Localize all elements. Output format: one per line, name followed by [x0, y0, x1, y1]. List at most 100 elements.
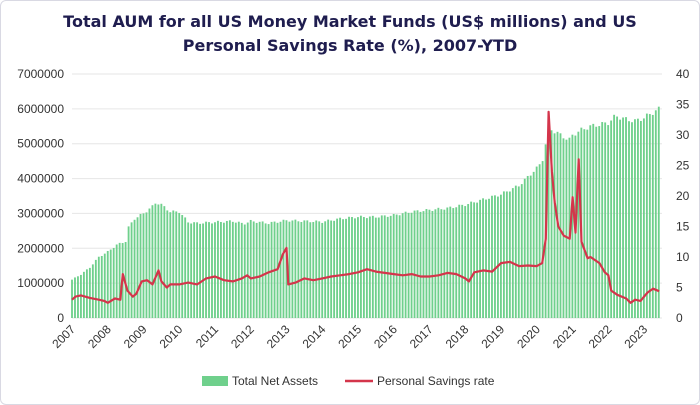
bar	[133, 219, 136, 318]
bar	[419, 211, 422, 318]
bar	[166, 210, 169, 318]
bar	[631, 122, 633, 318]
bar	[529, 175, 532, 318]
bar	[157, 204, 160, 318]
bar	[202, 223, 204, 318]
bar	[142, 213, 145, 318]
bar	[622, 117, 624, 318]
bar	[279, 221, 282, 318]
bar	[222, 222, 225, 318]
y-left-tick-label: 4000000	[17, 172, 64, 186]
bar	[127, 226, 130, 318]
bar	[428, 209, 431, 318]
chart-title: Total AUM for all US Money Market Funds …	[0, 10, 700, 58]
y-axis-left: 0 1000000 2000000 3000000 4000000 5000000 6000…	[17, 67, 64, 325]
bar	[169, 212, 172, 318]
bar	[583, 129, 586, 318]
y-left-tick-label: 1000000	[17, 276, 64, 290]
bar	[479, 199, 481, 318]
x-tick-label: 2018	[443, 322, 472, 351]
bar	[440, 209, 443, 318]
bar	[315, 220, 318, 318]
x-tick-label: 2015	[335, 322, 364, 351]
bar	[645, 113, 648, 319]
bar	[577, 131, 580, 318]
bar	[464, 206, 467, 318]
bar	[401, 213, 404, 318]
bar	[648, 114, 651, 318]
bar	[136, 217, 139, 318]
bar	[148, 208, 151, 318]
bar	[205, 221, 207, 318]
bar	[607, 125, 610, 318]
bar	[651, 114, 654, 318]
bar	[109, 249, 112, 318]
bar	[550, 130, 553, 318]
bar	[178, 212, 181, 318]
x-tick-label: 2011	[193, 322, 221, 350]
x-tick-label: 2016	[371, 322, 400, 351]
bar	[431, 210, 434, 318]
x-tick-label: 2007	[49, 322, 78, 351]
bar	[625, 117, 627, 318]
bar	[425, 209, 428, 318]
bar	[160, 203, 163, 318]
y-right-tick-label: 15	[676, 220, 690, 234]
bar	[282, 219, 285, 318]
bar	[360, 215, 362, 318]
bar	[220, 222, 222, 318]
bar	[637, 118, 639, 318]
y-axis-right: 0 5 10 15 20 25 30 35 40	[676, 67, 690, 325]
y-left-tick-label: 2000000	[17, 241, 64, 255]
bar	[511, 188, 514, 318]
bar	[562, 138, 565, 318]
bar	[106, 250, 109, 318]
bar	[357, 217, 359, 318]
bar	[118, 242, 121, 318]
x-axis: 2007 2008 2009 2010 2011 2012 2013 2014 2015 2016…	[49, 322, 650, 351]
y-right-tick-label: 20	[676, 189, 690, 203]
bar	[94, 259, 97, 318]
bar	[532, 171, 535, 318]
bar	[231, 221, 234, 318]
bar	[82, 271, 85, 318]
bar	[589, 125, 592, 318]
bar	[377, 217, 380, 318]
bar	[342, 219, 344, 318]
legend-label-personal-savings-rate: Personal Savings rate	[377, 374, 495, 388]
bar	[130, 222, 133, 318]
bar	[264, 223, 267, 318]
bar	[211, 223, 213, 318]
bar	[619, 119, 621, 318]
y-right-tick-label: 5	[676, 281, 683, 295]
bar	[88, 267, 91, 318]
bar	[392, 213, 395, 318]
x-tick-label: 2008	[85, 322, 114, 351]
bar	[112, 247, 115, 318]
bar	[416, 210, 419, 318]
x-tick-label: 2017	[407, 322, 436, 351]
bar	[354, 218, 356, 318]
bar	[595, 126, 598, 318]
bar	[491, 195, 493, 318]
bar	[613, 114, 616, 318]
bar	[434, 209, 437, 318]
bar	[175, 211, 178, 318]
bar	[208, 222, 210, 318]
y-left-tick-label: 3000000	[17, 206, 64, 220]
bar	[586, 129, 589, 318]
bar	[502, 191, 505, 318]
bar	[467, 204, 470, 318]
bar	[565, 139, 568, 318]
bar	[473, 202, 476, 318]
bar	[488, 198, 490, 318]
bar	[181, 215, 184, 318]
bar	[228, 220, 231, 318]
bar	[383, 215, 386, 318]
x-tick-label: 2021	[550, 322, 579, 351]
bar	[386, 216, 389, 318]
bar	[443, 209, 446, 318]
bar	[196, 222, 199, 318]
bar	[249, 219, 252, 318]
